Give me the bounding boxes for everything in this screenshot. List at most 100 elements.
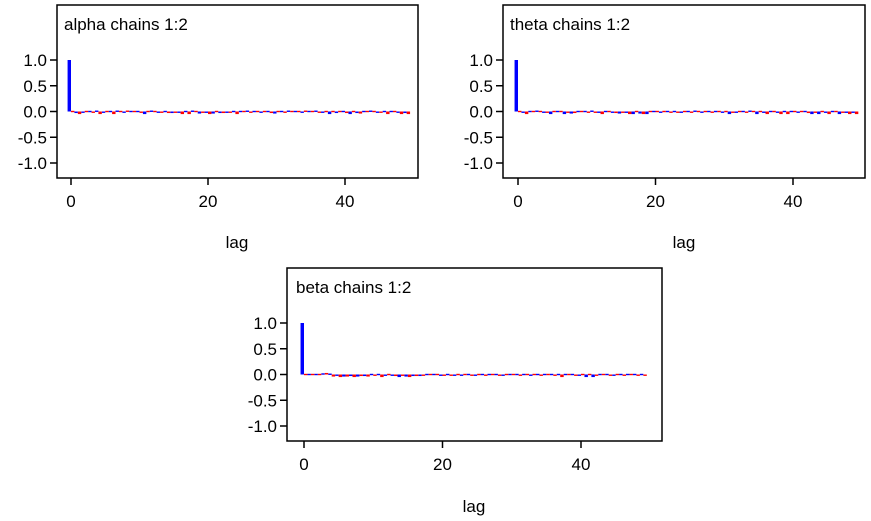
acf-bar-chain1-lag11 [142, 111, 147, 115]
acf-bar-chain1-lag44 [368, 110, 373, 112]
acf-bar-chain2-lag1 [310, 373, 315, 376]
acf-bar-chain1-lag2 [528, 110, 532, 113]
acf-bar-chain2-lag23 [463, 373, 467, 376]
acf-bar-chain2-lag3 [538, 110, 543, 113]
acf-bar-chain2-lag30 [511, 373, 516, 376]
acf-bar-chain2-lag48 [848, 111, 852, 115]
acf-bar-chain1-lag12 [597, 111, 601, 113]
panel-title: theta chains 1:2 [510, 15, 630, 34]
acf-bar-chain1-lag49 [403, 111, 407, 114]
acf-bar-chain1-lag5 [548, 111, 553, 115]
y-tick-label: -0.5 [18, 128, 47, 147]
acf-bar-chain1-lag41 [796, 111, 800, 113]
acf-bar-chain1-lag1 [521, 111, 525, 113]
acf-bar-chain1-lag34 [300, 111, 304, 113]
acf-bar-chain2-lag6 [559, 110, 563, 113]
panel-theta: theta chains 1:2 1.0 0.5 0.0 -0.5 -1.0 0 20 40… [464, 4, 866, 252]
acf-bar-chain2-lag18 [428, 373, 433, 376]
acf-bar-chain1-lag24 [466, 373, 471, 376]
acf-bar-chain1-lag27 [487, 373, 491, 376]
acf-bar-chain1-lag11 [376, 373, 381, 376]
acf-bar-chain1-lag15 [170, 111, 174, 114]
acf-bar-chain1-lag17 [418, 374, 422, 377]
acf-bar-chain1-lag43 [362, 110, 366, 113]
acf-bar-chain2-lag43 [365, 110, 369, 113]
y-axis: 1.0 0.5 0.0 -0.5 -1.0 [18, 51, 57, 173]
acf-bar-chain1-lag5 [335, 374, 339, 376]
y-tick-label: -0.5 [248, 391, 277, 410]
acf-bar-chain2-lag28 [497, 374, 502, 376]
acf-bar-chain2-lag34 [539, 374, 543, 376]
acf-bar-chain1-lag37 [321, 111, 325, 113]
acf-bar-chain2-lag35 [546, 373, 550, 376]
x-axis-label: lag [226, 233, 249, 252]
acf-bar-chain1-lag45 [823, 111, 828, 113]
acf-bar-chain1-lag6 [555, 110, 560, 113]
acf-bar-chain1-lag28 [494, 373, 498, 376]
acf-bar-chain2-lag17 [421, 374, 426, 376]
acf-bar-chain2-lag15 [173, 111, 178, 113]
x-tick-label: 0 [513, 192, 522, 211]
acf-bar-chain2-lag27 [255, 110, 260, 113]
acf-bar-chain2-lag39 [574, 374, 578, 376]
acf-bar-chain1-lag18 [190, 110, 195, 112]
acf-bar-chain1-lag34 [535, 373, 540, 376]
acf-bar-chain1-lag44 [817, 111, 821, 115]
acf-bar-chain1-lag40 [789, 110, 793, 113]
y-tick-label: 1.0 [469, 51, 493, 70]
acf-bar-chain2-lag35 [310, 110, 315, 113]
acf-bar-chain1-lag10 [583, 110, 587, 113]
acf-bar-chain1-lag22 [218, 111, 222, 114]
acf-bar-chain2-lag4 [98, 111, 102, 115]
acf-bar-chain2-lag31 [518, 374, 523, 376]
acf-bar-chain1-lag21 [658, 111, 663, 113]
acf-bar-chain1-lag12 [149, 110, 154, 112]
acf-bar-chain2-lag18 [194, 110, 198, 113]
acf-bar-chain2-lag27 [703, 110, 708, 113]
acf-bar-chain1-lag18 [638, 111, 642, 114]
acf-bar-chain2-lag22 [456, 373, 460, 376]
acf-bar-chain2-lag24 [683, 110, 687, 113]
acf-bar-chain1-lag7 [349, 374, 353, 377]
acf-bar-chain2-lag15 [621, 111, 625, 113]
acf-bar-chain2-lag6 [112, 111, 116, 115]
x-tick-label: 20 [199, 192, 218, 211]
acf-bar-chain2-lag49 [643, 374, 647, 376]
acf-bar-chain1-lag20 [439, 374, 443, 376]
acf-bar-chain1-lag36 [549, 373, 554, 376]
y-tick-label: -1.0 [464, 154, 493, 173]
acf-bar-chain1-lag28 [707, 110, 711, 113]
acf-bar-chain2-lag1 [77, 111, 82, 115]
acf-bar-chain2-lag21 [662, 110, 666, 113]
x-axis: 0 20 40 [299, 441, 590, 474]
acf-bar-chain2-lag24 [470, 374, 474, 376]
panel-title: alpha chains 1:2 [64, 15, 188, 34]
acf-bar-chain1-lag25 [473, 374, 478, 376]
acf-bar-chain1-lag19 [645, 111, 649, 115]
acf-bar-chain1-lag18 [425, 373, 429, 376]
acf-bar-chain1-lag1 [74, 111, 78, 114]
acf-bar-chain2-lag19 [201, 111, 205, 113]
acf-bar-chain2-lag43 [601, 373, 606, 376]
y-tick-label: 0.0 [469, 103, 493, 122]
acf-bar-chain1-lag2 [81, 111, 85, 113]
acf-bar-chain1-lag48 [844, 111, 848, 113]
acf-bar-chain1-lag0 [67, 60, 71, 112]
acf-bar-chain2-lag36 [765, 111, 769, 115]
acf-bar-chain1-lag44 [605, 373, 609, 376]
acf-bar-chain2-lag49 [406, 111, 411, 115]
acf-bar-chain1-lag13 [603, 110, 608, 113]
acf-bar-chain1-lag47 [626, 373, 630, 376]
acf-bar-chain2-lag25 [689, 111, 694, 113]
acf-bar-chain2-lag16 [628, 111, 632, 115]
acf-bar-chain2-lag12 [387, 373, 391, 376]
acf-bar-chain1-lag22 [452, 374, 457, 376]
acf-bar-chain1-lag41 [584, 374, 588, 378]
acf-bar-chain2-lag27 [490, 373, 495, 376]
acf-bar-chain2-lag24 [235, 111, 239, 115]
acf-bar-chain1-lag31 [279, 110, 284, 113]
acf-bar-chain2-lag46 [622, 374, 627, 376]
acf-bars [67, 60, 411, 115]
y-tick-label: 0.5 [469, 77, 493, 96]
acf-bar-chain2-lag33 [297, 110, 301, 113]
